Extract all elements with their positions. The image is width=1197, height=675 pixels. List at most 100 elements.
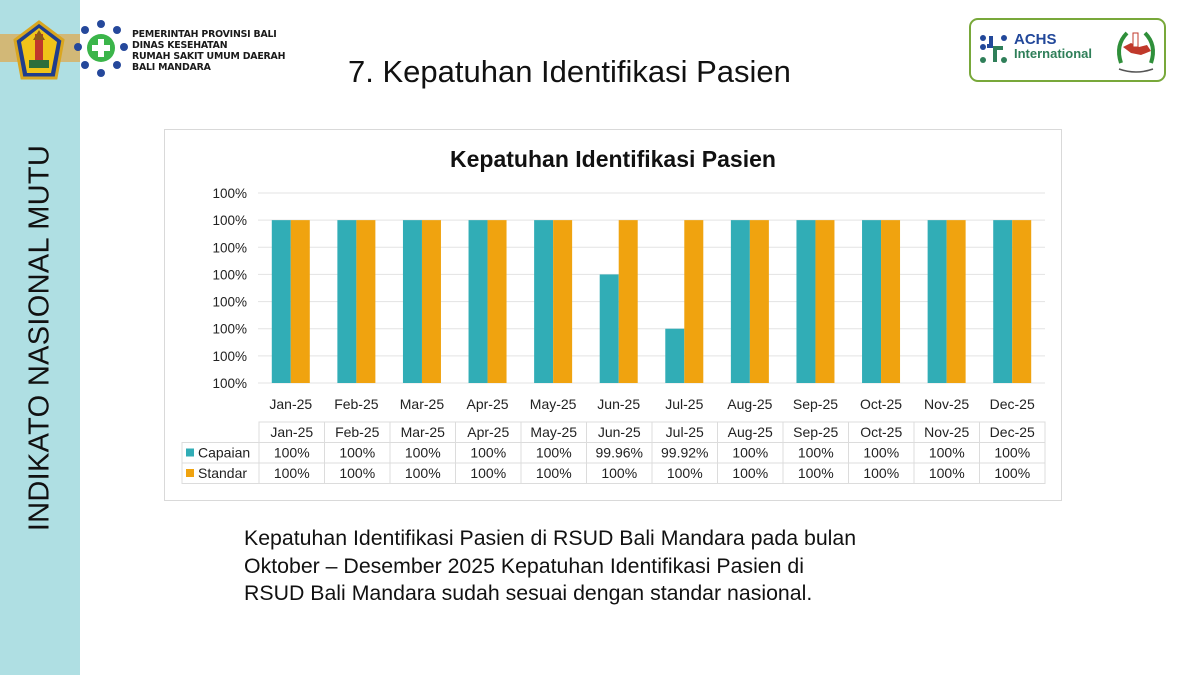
table-cell: 100%: [405, 445, 441, 461]
legend-swatch-capaian: [186, 448, 194, 457]
x-tick-label: Jan-25: [269, 396, 312, 412]
table-cell: 100%: [732, 445, 768, 461]
description-text: Kepatuhan Identifikasi Pasien di RSUD Ba…: [244, 525, 934, 608]
description-line: Oktober – Desember 2025 Kepatuhan Identi…: [244, 553, 804, 578]
achs-logo-icon: [980, 35, 1007, 63]
bar-standar: [1012, 220, 1032, 383]
bar-capaian: [468, 220, 488, 383]
bar-capaian: [271, 220, 291, 383]
bar-capaian: [862, 220, 882, 383]
table-cell: 100%: [339, 465, 375, 481]
bar-standar: [881, 220, 901, 383]
y-tick-label: 100%: [212, 376, 247, 391]
table-cell: 100%: [601, 465, 637, 481]
bar-capaian: [534, 220, 554, 383]
legend-label-capaian: Capaian: [198, 445, 250, 461]
legend-swatch-standar: [186, 469, 194, 477]
table-column-header: Sep-25: [793, 424, 838, 440]
description-line: RSUD Bali Mandara sudah sesuai dengan st…: [244, 581, 813, 605]
table-cell: 100%: [994, 445, 1030, 461]
table-column-header: Jun-25: [598, 424, 641, 440]
bar-standar: [946, 220, 966, 383]
y-tick-label: 100%: [212, 186, 247, 201]
chart-container: Kepatuhan Identifikasi Pasien 100% 100% 100…: [164, 129, 1062, 501]
achs-title: ACHS: [1014, 31, 1057, 48]
y-tick-label: 100%: [212, 295, 247, 310]
table-cell: 100%: [863, 445, 899, 461]
x-tick-label: Mar-25: [400, 396, 445, 412]
sidebar-label: INDIKATO NASIONAL MUTU: [23, 144, 56, 532]
x-tick-label: Nov-25: [924, 396, 969, 412]
org-line: DINAS KESEHATAN: [132, 40, 228, 51]
org-line: RUMAH SAKIT UMUM DAERAH: [132, 51, 286, 62]
organization-name: PEMERINTAH PROVINSI BALI DINAS KESEHATAN…: [132, 29, 285, 73]
page-title: 7. Kepatuhan Identifikasi Pasien: [348, 54, 791, 89]
table-column-header: Dec-25: [990, 424, 1035, 440]
x-tick-label: Jul-25: [665, 396, 703, 412]
chart-title: Kepatuhan Identifikasi Pasien: [450, 146, 776, 172]
bar-capaian: [402, 220, 422, 383]
table-column-header: Aug-25: [728, 424, 773, 440]
x-tick-label: Oct-25: [860, 396, 902, 412]
bar-standar: [356, 220, 376, 383]
table-column-header: Jul-25: [666, 424, 704, 440]
table-cell: 100%: [274, 465, 310, 481]
legend-label-standar: Standar: [198, 465, 247, 481]
hospital-logo-icon: [74, 20, 128, 77]
accreditation-logos: ACHS International: [969, 18, 1166, 82]
table-cell: 100%: [470, 445, 506, 461]
x-tick-label: Dec-25: [990, 396, 1035, 412]
table-cell: 100%: [732, 465, 768, 481]
bar-capaian: [993, 220, 1013, 383]
table-column-header: Apr-25: [467, 424, 509, 440]
x-tick-label: Aug-25: [727, 396, 772, 412]
bar-standar: [618, 220, 638, 383]
table-cell: 100%: [863, 465, 899, 481]
table-cell: 100%: [274, 445, 310, 461]
bar-standar: [815, 220, 835, 383]
table-cell: 99.92%: [661, 445, 708, 461]
bar-capaian: [730, 220, 750, 383]
bar-capaian: [599, 274, 619, 383]
table-column-header: Feb-25: [335, 424, 380, 440]
y-tick-label: 100%: [212, 349, 247, 364]
table-cell: 100%: [339, 445, 375, 461]
table-column-header: May-25: [530, 424, 577, 440]
table-column-header: Jan-25: [270, 424, 313, 440]
bar-standar: [749, 220, 769, 383]
sidebar: [0, 0, 80, 675]
table-cell: 100%: [929, 445, 965, 461]
x-tick-label: Feb-25: [334, 396, 379, 412]
bar-capaian: [927, 220, 947, 383]
table-cell: 100%: [536, 465, 572, 481]
bali-province-emblem-icon: [13, 20, 65, 80]
table-cell: 100%: [994, 465, 1030, 481]
x-tick-label: Sep-25: [793, 396, 838, 412]
description-line: Kepatuhan Identifikasi Pasien di RSUD Ba…: [244, 526, 857, 550]
bar-capaian: [796, 220, 816, 383]
y-tick-label: 100%: [212, 322, 247, 337]
kars-seal-icon: [1117, 31, 1155, 73]
table-column-header: Oct-25: [860, 424, 902, 440]
table-cell: 100%: [536, 445, 572, 461]
org-line: BALI MANDARA: [132, 62, 211, 73]
bar-capaian: [337, 220, 357, 383]
bar-standar: [290, 220, 310, 383]
table-cell: 100%: [470, 465, 506, 481]
table-column-header: Nov-25: [924, 424, 969, 440]
achs-subtitle: International: [1014, 46, 1093, 61]
x-tick-label: Jun-25: [597, 396, 640, 412]
x-tick-label: May-25: [530, 396, 577, 412]
table-cell: 100%: [929, 465, 965, 481]
y-tick-label: 100%: [212, 213, 247, 228]
bar-chart: Kepatuhan Identifikasi Pasien 100% 100% 100…: [181, 146, 1046, 484]
bar-standar: [684, 220, 704, 383]
table-cell: 100%: [798, 465, 834, 481]
table-cell: 100%: [667, 465, 703, 481]
bar-standar: [487, 220, 507, 383]
table-row: [181, 462, 1046, 484]
bar-capaian: [665, 328, 685, 383]
bar-standar: [421, 220, 441, 383]
table-cell: 100%: [798, 445, 834, 461]
org-line: PEMERINTAH PROVINSI BALI: [132, 29, 277, 40]
